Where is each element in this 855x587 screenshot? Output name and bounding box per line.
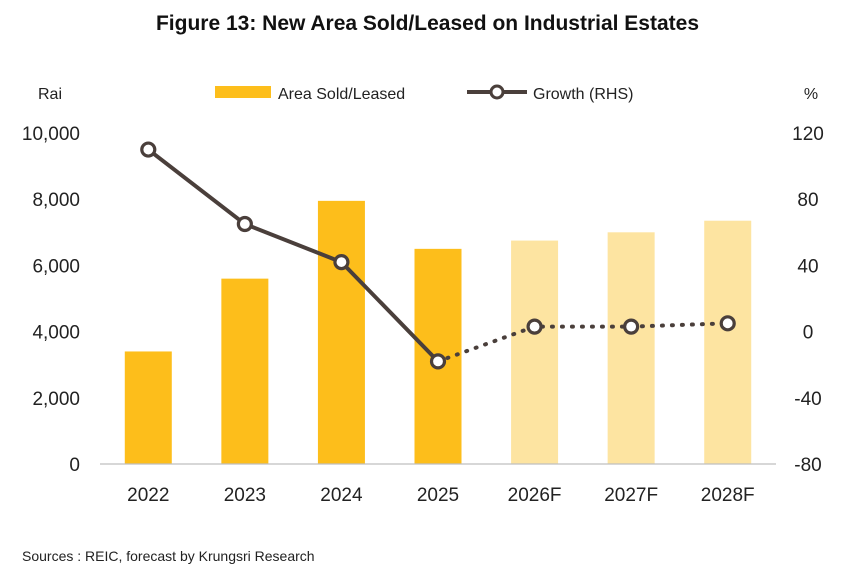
y-left-tick-label: 2,000 [32,389,80,410]
bar-2026F [511,240,559,464]
y-right-tick-label: -40 [794,389,821,410]
bar-2028F [704,220,752,464]
line-layer [140,141,736,370]
x-tick-label: 2027F [604,485,658,506]
y-right-tick-label: 0 [803,323,814,344]
growth-point-2025 [429,353,447,370]
bar-2022 [124,351,172,464]
x-tick-label: 2028F [701,485,755,506]
growth-point-2027F [623,318,640,335]
legend-swatch-growth-marker [489,84,505,100]
y-left-tick-label: 10,000 [22,124,80,145]
y-right-tick-label: -80 [794,455,821,476]
chart-title: Figure 13: New Area Sold/Leased on Indus… [155,12,700,35]
legend: Area Sold/Leased Growth (RHS) [215,84,633,103]
bar-2027F [607,232,655,464]
growth-point-2023 [236,215,253,233]
growth-point-2028F [719,315,736,332]
source-note: Sources : REIC, forecast by Krungsri Res… [22,548,315,564]
growth-point-2022 [140,141,157,158]
x-tick-label: 2023 [224,485,266,506]
growth-line-actual [147,147,440,363]
legend-label-area: Area Sold/Leased [278,86,405,103]
y-left-tick-label: 8,000 [32,190,80,211]
x-tick-label: 2025 [417,485,459,506]
legend-swatch-area [215,86,271,98]
y-right-tick-label: 40 [797,256,818,277]
x-tick-label: 2026F [508,485,562,506]
y-left-unit-label: Rai [38,86,62,103]
x-tick-label: 2022 [127,485,169,506]
bar-layer [124,200,752,465]
bar-2023 [221,278,269,464]
y-left-tick-label: 0 [69,455,80,476]
y-left-tick-label: 6,000 [32,256,80,277]
growth-point-2026F [526,318,543,335]
legend-label-growth: Growth (RHS) [533,86,633,103]
growth-line-forecast [436,321,730,364]
y-left-tick-label: 4,000 [32,323,80,344]
y-right-unit-label: % [804,86,818,103]
bar-2024 [317,200,365,465]
y-right-tick-label: 80 [797,190,818,211]
axes-layer: 0 2,000 4,000 6,000 8,000 10,000 -80 -40 0 40 80 12… [22,86,824,506]
y-right-tick-label: 120 [792,124,824,145]
x-tick-label: 2024 [320,485,363,506]
growth-point-2024 [333,253,350,271]
